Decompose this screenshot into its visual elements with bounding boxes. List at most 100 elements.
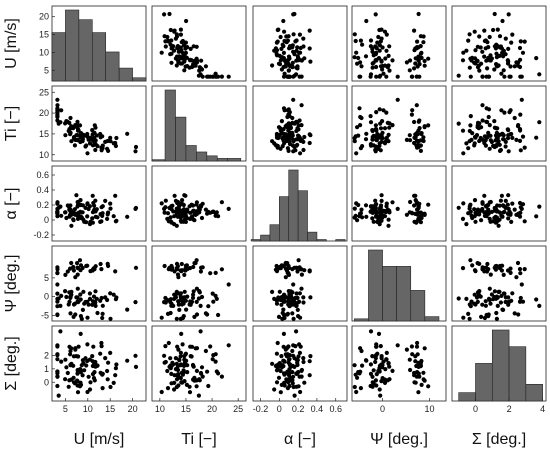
scatter-point — [180, 342, 185, 347]
scatter-point — [281, 358, 286, 363]
scatter-point — [491, 27, 496, 33]
scatter-point — [55, 304, 60, 309]
scatter-point — [297, 32, 302, 37]
scatter-point — [65, 269, 70, 274]
scatter-point — [506, 302, 511, 307]
scatter-point — [298, 45, 303, 51]
histogram-bar — [185, 145, 197, 162]
scatter-point — [194, 368, 199, 373]
y-tick-label: 1 — [44, 364, 49, 374]
scatter-point — [181, 370, 186, 375]
histogram-bar — [151, 159, 166, 162]
scatter-point — [125, 307, 130, 312]
scatter-point — [80, 210, 85, 215]
scatter-point — [275, 297, 280, 302]
scatter-point — [479, 314, 484, 319]
scatter-point — [299, 272, 304, 277]
scatter-point — [416, 119, 421, 124]
scatter-point — [413, 354, 418, 359]
scatter-point — [505, 136, 511, 141]
scatter-point — [169, 60, 174, 65]
scatter-point — [274, 380, 280, 385]
scatter-point — [467, 128, 472, 134]
scatter-point — [467, 32, 472, 37]
scatter-point — [105, 216, 110, 221]
scatter-point — [384, 350, 389, 355]
histogram-bar — [279, 196, 290, 242]
scatter-point — [356, 370, 361, 375]
histogram-bar — [227, 158, 242, 162]
scatter-point — [275, 27, 280, 33]
scatter-point — [203, 348, 208, 354]
x-tick-label: -0.2 — [253, 404, 269, 414]
scatter-point — [125, 358, 130, 363]
scatter-point — [505, 202, 510, 207]
scatter-point — [288, 125, 293, 130]
scatter-point — [99, 219, 104, 224]
scatter-point — [216, 371, 221, 376]
scatter-point — [296, 258, 301, 263]
scatter-point — [282, 141, 287, 146]
scatter-point — [296, 354, 301, 359]
scatter-point — [275, 366, 280, 371]
scatter-point — [219, 200, 224, 205]
scatter-point — [105, 377, 110, 382]
scatter-point — [412, 119, 417, 125]
scatter-point — [494, 310, 499, 316]
scatter-point — [93, 289, 98, 294]
scatter-point — [301, 295, 306, 300]
scatter-point — [460, 266, 466, 271]
scatter-point — [294, 371, 299, 376]
scatter-point — [288, 44, 293, 49]
scatter-point — [492, 44, 497, 49]
scatter-point — [282, 292, 287, 297]
scatter-point — [71, 302, 77, 307]
scatter-point — [100, 315, 105, 321]
scatter-point — [352, 206, 357, 211]
scatter-point — [286, 68, 291, 73]
scatter-point — [534, 297, 539, 302]
histogram-bar — [458, 392, 476, 402]
scatter-point — [82, 368, 87, 373]
scatter-point — [162, 353, 167, 358]
scatter-point — [368, 142, 373, 147]
scatter-point — [283, 275, 288, 280]
scatter-point — [485, 66, 490, 71]
scatter-point — [494, 51, 499, 56]
scatter-point — [368, 114, 373, 119]
scatter-point — [509, 219, 514, 224]
scatter-point — [387, 210, 392, 215]
scatter-point — [387, 364, 392, 369]
scatter-point — [416, 128, 421, 133]
scatter-point — [210, 291, 215, 296]
scatter-point — [492, 67, 497, 72]
scatter-point — [502, 291, 507, 296]
scatter-point — [486, 314, 491, 319]
scatter-point — [282, 38, 287, 44]
scatter-point — [185, 64, 190, 69]
scatter-point — [163, 44, 168, 49]
scatter-point — [74, 295, 79, 300]
scatter-point — [276, 314, 282, 319]
panel-psi-vs-alpha — [252, 245, 348, 322]
scatter-point — [380, 209, 385, 214]
scatter-point — [94, 296, 99, 301]
scatter-point — [63, 210, 68, 215]
scatter-point — [460, 216, 466, 221]
scatter-point — [472, 207, 477, 212]
scatter-point — [75, 371, 80, 376]
scatter-point — [356, 55, 361, 61]
histogram-bar — [368, 249, 383, 322]
scatter-point — [378, 126, 384, 131]
scatter-point — [499, 108, 504, 113]
scatter-point — [497, 45, 502, 50]
scatter-point — [183, 219, 188, 224]
panel-U-vs-sigma — [451, 5, 547, 82]
scatter-point — [169, 371, 174, 376]
scatter-point — [477, 34, 482, 39]
scatter-point — [358, 211, 363, 216]
scatter-point — [194, 312, 200, 317]
scatter-point — [75, 286, 80, 291]
y-axis-label: Ψ [deg.] — [3, 255, 20, 313]
scatter-point — [181, 363, 187, 368]
